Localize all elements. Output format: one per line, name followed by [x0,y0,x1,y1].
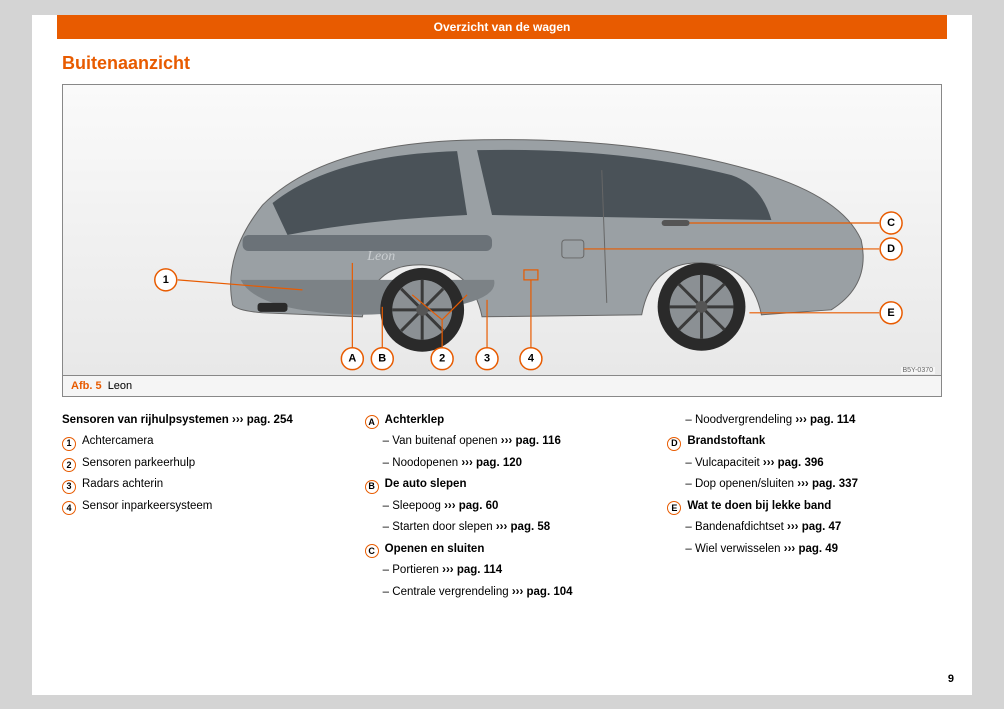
callout-3: 3 [484,352,490,364]
image-code: B5Y-0370 [901,367,936,374]
sub-item: Portieren ››› pag. 114 [365,561,640,581]
callout-4: 4 [528,352,535,364]
marker-C: C [365,544,379,558]
group-heading: COpenen en sluiten [365,540,640,560]
callout-c: C [887,217,895,229]
figure-name: Leon [108,380,132,392]
list-item: 3Radars achterin [62,475,337,495]
svg-text:Leon: Leon [366,248,395,263]
marker-E: E [667,501,681,515]
sub-item: Bandenafdichtset ››› pag. 47 [667,518,942,538]
sub-item: Noodopenen ››› pag. 120 [365,454,640,474]
marker-D: D [667,437,681,451]
marker-3: 3 [62,480,76,494]
sub-item: Vulcapaciteit ››› pag. 396 [667,454,942,474]
sub-item: Starten door slepen ››› pag. 58 [365,518,640,538]
list-item: 1Achtercamera [62,432,337,452]
ref-arrow: ››› [232,414,244,426]
leading-sub: Noodvergrendeling ››› pag. 114 [667,411,942,431]
callout-1: 1 [163,273,169,285]
sub-item: Wiel verwisselen ››› pag. 49 [667,540,942,560]
group-heading: EWat te doen bij lekke band [667,497,942,517]
figure-number: Afb. 5 [71,380,102,392]
sub-item: Van buitenaf openen ››› pag. 116 [365,432,640,452]
column-3: Noodvergrendeling ››› pag. 114 DBrandsto… [667,411,942,605]
page-number: 9 [948,673,954,685]
callout-2: 2 [439,352,445,364]
marker-4: 4 [62,501,76,515]
group-heading: AAchterklep [365,411,640,431]
marker-A: A [365,415,379,429]
col1-heading: Sensoren van rijhulpsystemen [62,414,229,426]
sub-item: Centrale vergrendeling ››› pag. 104 [365,583,640,603]
callout-e: E [887,306,894,318]
callout-a: A [348,352,356,364]
manual-page: Overzicht van de wagen Buitenaanzicht [32,15,972,695]
sub-item: Sleepoog ››› pag. 60 [365,497,640,517]
car-illustration: Leon [63,85,941,375]
list-item: 2Sensoren parkeerhulp [62,454,337,474]
content-columns: Sensoren van rijhulpsystemen ››› pag. 25… [62,411,942,605]
list-item: 4Sensor inparkeersysteem [62,497,337,517]
column-2: AAchterklepVan buitenaf openen ››› pag. … [365,411,640,605]
figure-box: Leon [62,84,942,397]
col1-heading-ref: pag. 254 [247,414,293,426]
figure-caption: Afb. 5 Leon [63,375,941,396]
header-bar: Overzicht van de wagen [57,15,947,39]
callout-b: B [378,352,386,364]
marker-1: 1 [62,437,76,451]
callout-d: D [887,242,895,254]
group-heading: BDe auto slepen [365,475,640,495]
marker-B: B [365,480,379,494]
group-heading: DBrandstoftank [667,432,942,452]
section-title: Buitenaanzicht [62,53,942,74]
column-1: Sensoren van rijhulpsystemen ››› pag. 25… [62,411,337,605]
marker-2: 2 [62,458,76,472]
sub-item: Dop openen/sluiten ››› pag. 337 [667,475,942,495]
